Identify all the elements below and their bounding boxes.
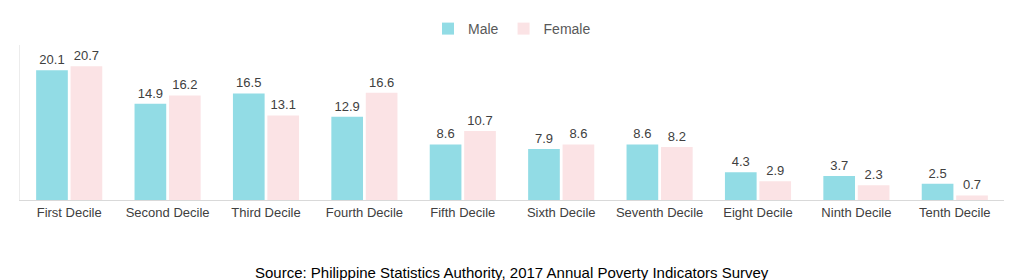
- svg-text:2.5: 2.5: [929, 166, 947, 181]
- svg-text:Fifth Decile: Fifth Decile: [430, 205, 495, 220]
- svg-text:0.7: 0.7: [963, 177, 981, 192]
- svg-text:2.3: 2.3: [865, 167, 883, 182]
- svg-text:Fourth Decile: Fourth Decile: [326, 205, 403, 220]
- svg-text:8.2: 8.2: [668, 129, 686, 144]
- svg-text:16.5: 16.5: [236, 75, 261, 90]
- svg-text:16.6: 16.6: [369, 75, 394, 90]
- svg-text:16.2: 16.2: [172, 77, 197, 92]
- svg-text:Third Decile: Third Decile: [231, 205, 300, 220]
- svg-text:Male: Male: [468, 21, 499, 37]
- svg-text:8.6: 8.6: [633, 126, 651, 141]
- svg-text:10.7: 10.7: [467, 113, 492, 128]
- svg-text:Eight Decile: Eight Decile: [723, 205, 792, 220]
- svg-text:Source: Philippine Statistics: Source: Philippine Statistics Authority,…: [255, 264, 769, 280]
- svg-text:Second Decile: Second Decile: [126, 205, 210, 220]
- svg-text:13.1: 13.1: [271, 97, 296, 112]
- svg-text:14.9: 14.9: [138, 86, 163, 101]
- svg-text:3.7: 3.7: [830, 158, 848, 173]
- svg-text:20.7: 20.7: [74, 48, 99, 63]
- svg-text:First Decile: First Decile: [37, 205, 102, 220]
- svg-text:7.9: 7.9: [535, 131, 553, 146]
- svg-text:Female: Female: [544, 21, 591, 37]
- svg-text:Sixth Decile: Sixth Decile: [527, 205, 596, 220]
- svg-text:20.1: 20.1: [39, 52, 64, 67]
- svg-text:4.3: 4.3: [732, 154, 750, 169]
- svg-text:Tenth Decile: Tenth Decile: [919, 205, 991, 220]
- svg-text:Ninth Decile: Ninth Decile: [821, 205, 891, 220]
- svg-text:8.6: 8.6: [569, 126, 587, 141]
- svg-text:Seventh Decile: Seventh Decile: [616, 205, 703, 220]
- svg-text:8.6: 8.6: [437, 126, 455, 141]
- svg-text:12.9: 12.9: [335, 99, 360, 114]
- svg-text:2.9: 2.9: [766, 163, 784, 178]
